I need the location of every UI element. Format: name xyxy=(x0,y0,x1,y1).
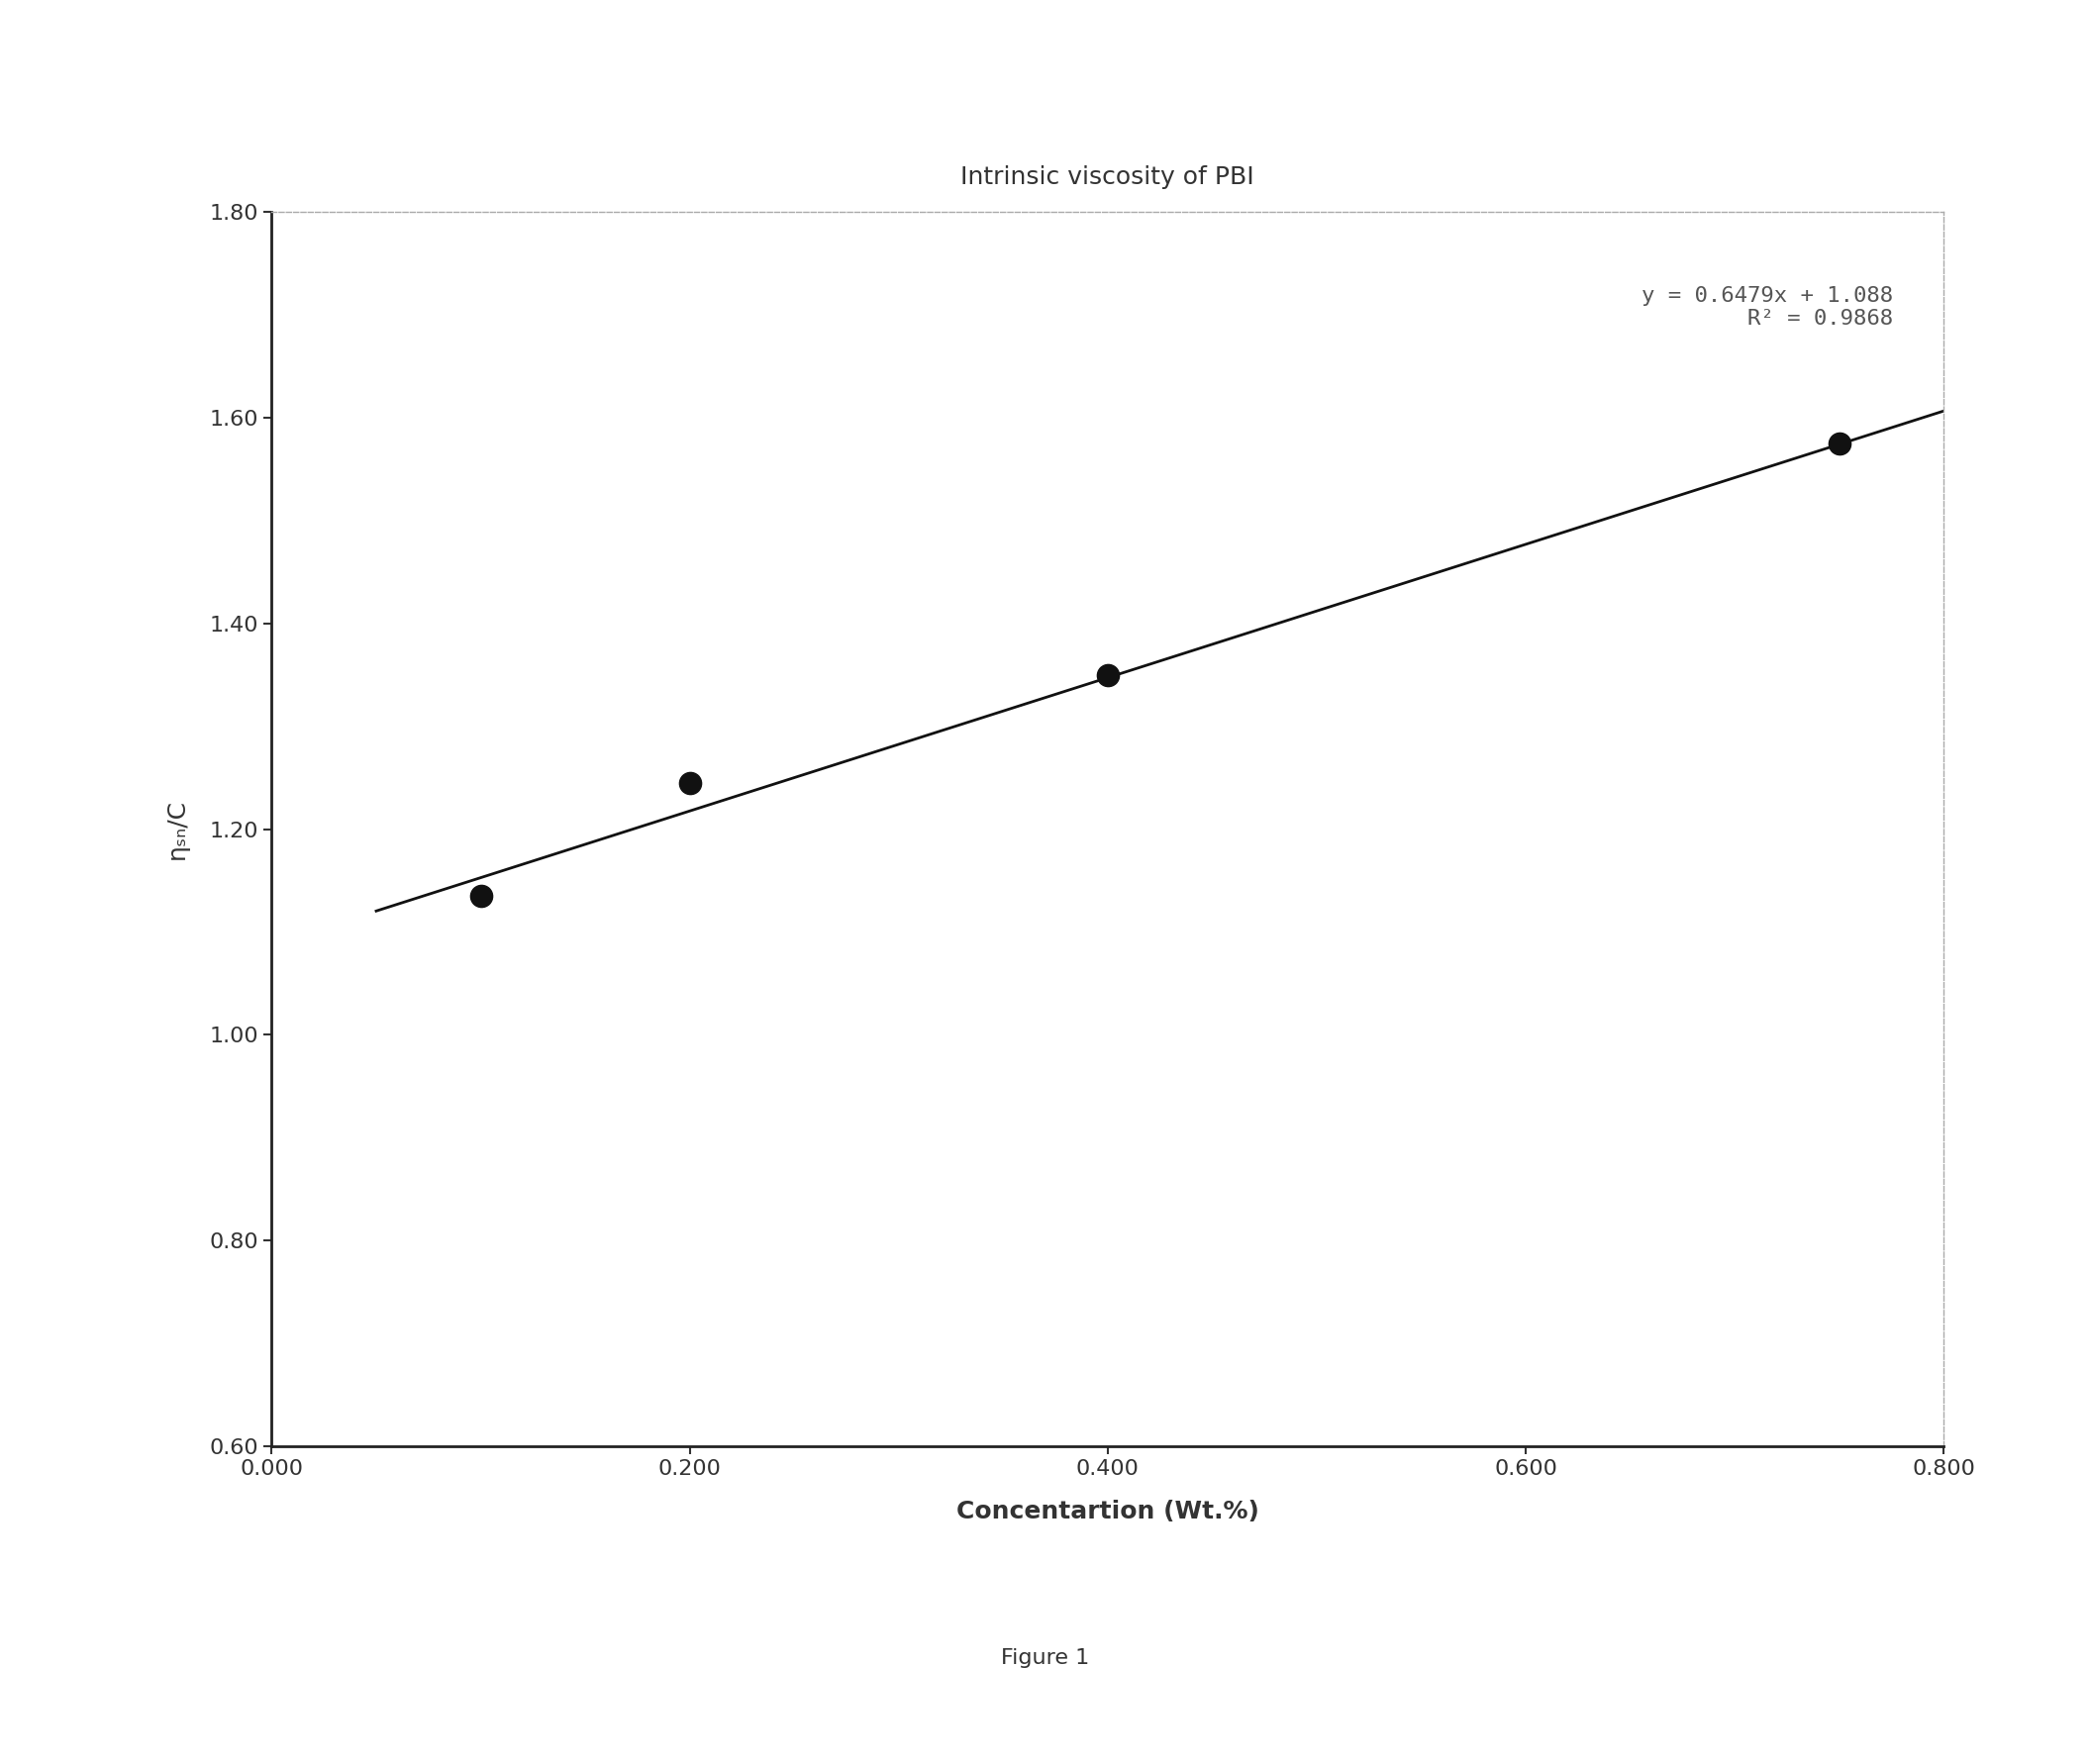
Title: Intrinsic viscosity of PBI: Intrinsic viscosity of PBI xyxy=(961,166,1254,189)
Y-axis label: ηₛₙ/C: ηₛₙ/C xyxy=(165,799,188,859)
Point xyxy=(1822,429,1856,457)
Point xyxy=(464,882,497,910)
Point xyxy=(1091,660,1124,688)
Text: Figure 1: Figure 1 xyxy=(1001,1648,1089,1669)
Point xyxy=(673,769,706,797)
X-axis label: Concentartion (Wt.%): Concentartion (Wt.%) xyxy=(957,1499,1258,1524)
Text: y = 0.6479x + 1.088
R² = 0.9868: y = 0.6479x + 1.088 R² = 0.9868 xyxy=(1643,286,1894,328)
